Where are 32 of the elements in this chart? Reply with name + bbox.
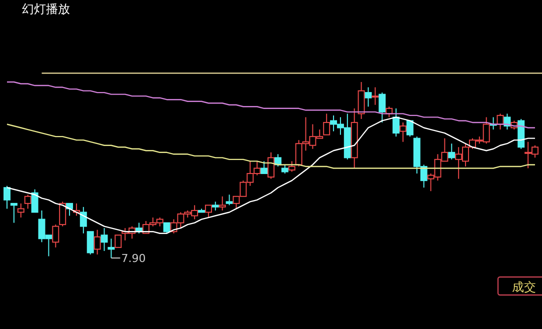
candlestick	[163, 222, 170, 234]
candlestick	[24, 194, 32, 210]
candlestick	[94, 229, 101, 255]
candlestick	[226, 194, 233, 206]
candlestick	[218, 196, 226, 211]
candlestick	[204, 204, 212, 218]
candlestick	[52, 224, 60, 248]
candlestick	[268, 152, 274, 180]
candlestick	[364, 86, 372, 108]
candlestick	[86, 231, 94, 255]
candlestick	[372, 86, 379, 106]
candlestick	[400, 122, 406, 142]
text: 成交	[512, 280, 536, 294]
candlestick	[108, 238, 115, 258]
candlestick	[378, 92, 386, 123]
candlestick	[10, 202, 18, 224]
candlestick	[358, 82, 365, 120]
chart-title: 幻灯播放	[22, 2, 70, 16]
candlestick	[31, 188, 38, 213]
candlestick	[406, 120, 414, 138]
candlestick	[4, 185, 10, 210]
candlestick	[448, 143, 456, 160]
candlestick	[392, 108, 400, 138]
candlestick	[323, 113, 330, 136]
annotation: 7.90	[121, 252, 146, 265]
candlestick	[288, 160, 296, 172]
candlestick	[100, 228, 108, 252]
candlestick	[260, 160, 268, 174]
candlestick	[59, 201, 66, 227]
candlestick	[80, 206, 87, 234]
candlestick	[114, 234, 122, 248]
candlestick	[17, 202, 24, 218]
